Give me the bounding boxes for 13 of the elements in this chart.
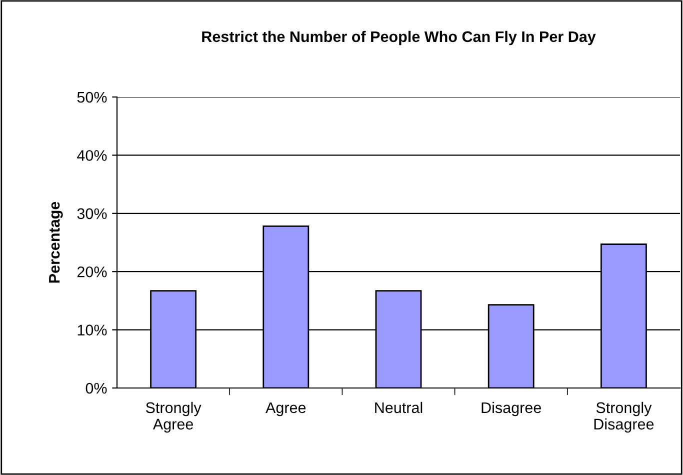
x-tick-label: Neutral <box>375 402 422 414</box>
x-tick-label: Disagree <box>482 402 541 416</box>
y-tick-label: 40% <box>77 150 107 161</box>
x-tick-label: Strongly Disagree <box>594 402 654 433</box>
x-tick-label: Agree <box>266 402 306 416</box>
y-tick-label: 30% <box>77 208 107 220</box>
y-axis-title: Percentage <box>49 202 63 283</box>
y-tick-label: 50% <box>77 92 107 103</box>
y-tick-label: 20% <box>77 266 107 278</box>
y-tick-label: 10% <box>78 324 107 336</box>
x-tick-label: Strongly Agree <box>146 402 202 433</box>
y-tick-label: 0% <box>86 382 107 394</box>
chart-title: Restrict the Number of People Who Can Fly In Per Day <box>202 30 596 46</box>
